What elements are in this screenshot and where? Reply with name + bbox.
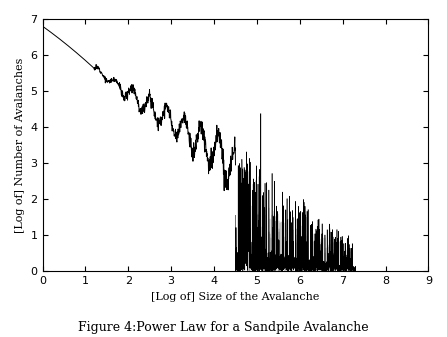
Y-axis label: [Log of] Number of Avalanches: [Log of] Number of Avalanches bbox=[15, 58, 25, 233]
X-axis label: [Log of] Size of the Avalanche: [Log of] Size of the Avalanche bbox=[151, 292, 320, 302]
Text: Figure 4:Power Law for a Sandpile Avalanche: Figure 4:Power Law for a Sandpile Avalan… bbox=[78, 320, 369, 334]
